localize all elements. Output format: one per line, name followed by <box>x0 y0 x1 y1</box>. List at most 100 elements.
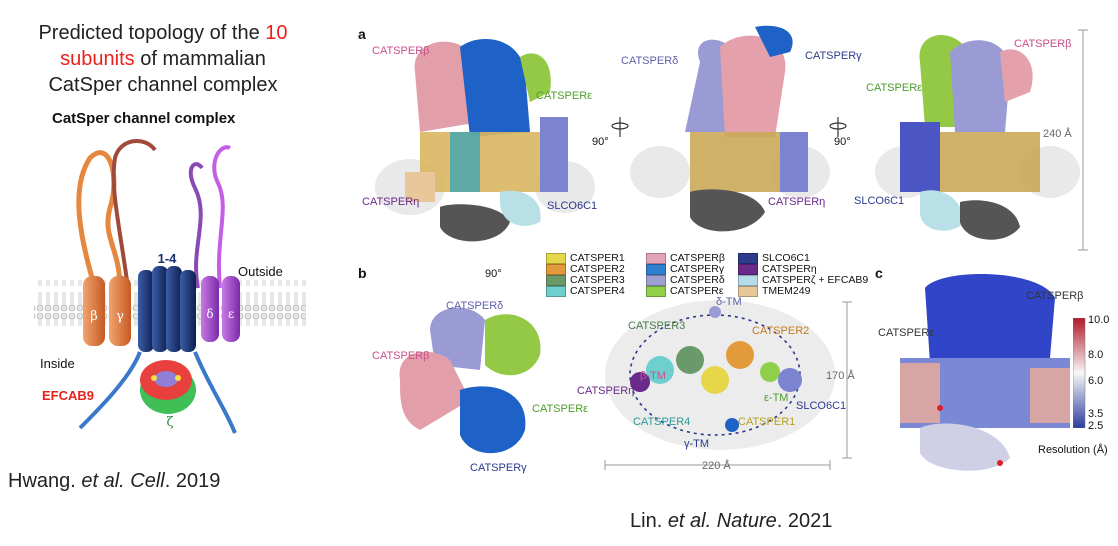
b-label-delta: CATSPERδ <box>446 300 504 312</box>
legend-item: CATSPER2 <box>546 263 625 275</box>
view1-gamma <box>460 39 530 138</box>
b-label-c1: CATSPER1 <box>738 416 796 428</box>
view1-intracellular <box>440 204 510 242</box>
legend-item: SLCO6C1 <box>738 252 810 264</box>
title-line2: of mammalian <box>134 48 266 70</box>
left-title: Predicted topology of the 10 subunits of… <box>8 20 318 98</box>
panel-b-density-maps <box>399 300 852 470</box>
legend-item: CATSPERγ <box>646 263 724 275</box>
b-delta <box>430 307 485 370</box>
gamma-loop <box>111 139 157 289</box>
citation-lin: Lin. et al. Nature. 2021 <box>630 510 833 532</box>
panel-b-letter: b <box>358 265 367 281</box>
b-gamma <box>460 386 526 454</box>
b-label-eps: CATSPERε <box>532 403 589 415</box>
colorbar-8: 8.0 <box>1088 349 1104 361</box>
legend-item: CATSPERε <box>646 285 724 297</box>
legend-item: TMEM249 <box>738 285 810 297</box>
epsilon-tm <box>222 276 240 342</box>
b-label-gamma: CATSPERγ <box>470 462 527 474</box>
b-beta <box>399 351 470 430</box>
colorbar-min: 2.5 <box>1088 420 1104 432</box>
beta-letter: β <box>90 309 98 324</box>
delta-letter: δ <box>206 307 213 321</box>
b-eps <box>485 314 541 376</box>
rotation-label-1: 90° <box>592 136 609 148</box>
panel-c-letter: c <box>875 265 883 281</box>
a-label-eta2: CATSPERη <box>768 196 826 208</box>
b-label-c4: CATSPER4 <box>633 416 691 428</box>
view2-beta <box>720 35 786 138</box>
title-count: 10 <box>265 22 288 44</box>
c-tail <box>193 351 237 434</box>
title-subunits: subunits <box>60 48 135 70</box>
c-bottom <box>920 423 1010 471</box>
view2-intracellular <box>690 189 765 232</box>
panel-c-local-resolution <box>900 274 1070 471</box>
legend-item: CATSPER3 <box>546 274 625 286</box>
a-label-gamma2: CATSPERγ <box>805 50 862 62</box>
a-label-eps1: CATSPERε <box>536 90 593 102</box>
b-label-c3: CATSPER3 <box>628 320 686 332</box>
b-label-slco: SLCO6C1 <box>796 400 847 412</box>
a-label-beta1: CATSPERβ <box>372 45 430 57</box>
colorbar-6: 6.0 <box>1088 375 1104 387</box>
catsper-topology-diagram: β γ 1-4 δ ε Outside Inside EFCAB9 ζ <box>34 139 306 434</box>
epsilon-loop <box>212 145 231 289</box>
legend: CATSPER1 CATSPER2 CATSPER3 CATSPER4 CATS… <box>546 252 876 297</box>
c-label-beta: CATSPERβ <box>1026 290 1084 302</box>
legend-item: CATSPERη <box>738 263 817 275</box>
b-label-beta: CATSPERβ <box>372 350 430 362</box>
title-line1: Predicted topology of the <box>38 22 266 44</box>
b-label-eta: CATSPERη <box>577 385 635 397</box>
rotation-label-2: 90° <box>834 136 851 148</box>
gamma-tm <box>109 276 131 346</box>
delta-loop <box>188 162 204 289</box>
beta-loop <box>76 150 123 289</box>
legend-item: CATSPERβ <box>646 252 725 264</box>
a-label-delta2: CATSPERδ <box>621 55 679 67</box>
legend-item: CATSPERδ <box>646 274 725 286</box>
colorbar-max: 10.0 <box>1088 314 1110 326</box>
citation-hwang: Hwang. et al. Cell. 2019 <box>8 470 221 492</box>
inside-label: Inside <box>40 356 75 371</box>
scale-220: 220 Å <box>702 460 731 472</box>
a-label-slco3: SLCO6C1 <box>854 195 905 207</box>
pore-label: 1-4 <box>158 251 178 266</box>
panel-a-letter: a <box>358 26 366 42</box>
a-label-beta3: CATSPERβ <box>1014 38 1072 50</box>
c-top <box>925 274 1055 363</box>
a-label-slco1: SLCO6C1 <box>547 200 598 212</box>
view3-slco <box>900 122 940 192</box>
colorbar-3-5: 3.5 <box>1088 408 1104 420</box>
resolution-colorbar <box>1073 318 1086 428</box>
scale-240: 240 Å <box>1043 128 1072 140</box>
zeta-letter: ζ <box>166 415 173 430</box>
gamma-letter: γ <box>116 309 124 324</box>
n-tail <box>78 351 142 430</box>
scale-170: 170 Å <box>826 370 855 382</box>
beta-tm <box>83 276 105 346</box>
legend-item: CATSPER1 <box>546 252 625 264</box>
legend-item: CATSPERζ + EFCAB9 <box>738 274 868 286</box>
b-label-eps-tm: ε-TM <box>764 392 789 404</box>
b-label-c2: CATSPER2 <box>752 325 810 337</box>
view1-eps <box>520 53 551 102</box>
legend-item: CATSPER4 <box>546 285 625 297</box>
pore-domain <box>138 266 196 352</box>
outside-label: Outside <box>238 264 283 279</box>
b-label-beta-tm: β-TM <box>640 370 666 382</box>
title-line3: CatSper channel complex <box>48 74 278 96</box>
c-label-eps: CATSPERε <box>878 327 935 339</box>
panel-a-density-maps <box>375 25 1088 251</box>
view3-delta <box>950 40 1010 132</box>
a-label-eta1: CATSPERη <box>362 196 420 208</box>
delta-tm <box>201 276 219 342</box>
efcab9-label: EFCAB9 <box>42 388 94 403</box>
b-label-gamma-tm: γ-TM <box>684 438 710 450</box>
diagram-heading: CatSper channel complex <box>52 110 236 127</box>
b-label-delta-tm: δ-TM <box>716 296 742 308</box>
a-label-eps3: CATSPERε <box>866 82 923 94</box>
colorbar-title: Resolution (Å) <box>1038 444 1108 456</box>
rotation-label-3: 90° <box>485 268 502 280</box>
